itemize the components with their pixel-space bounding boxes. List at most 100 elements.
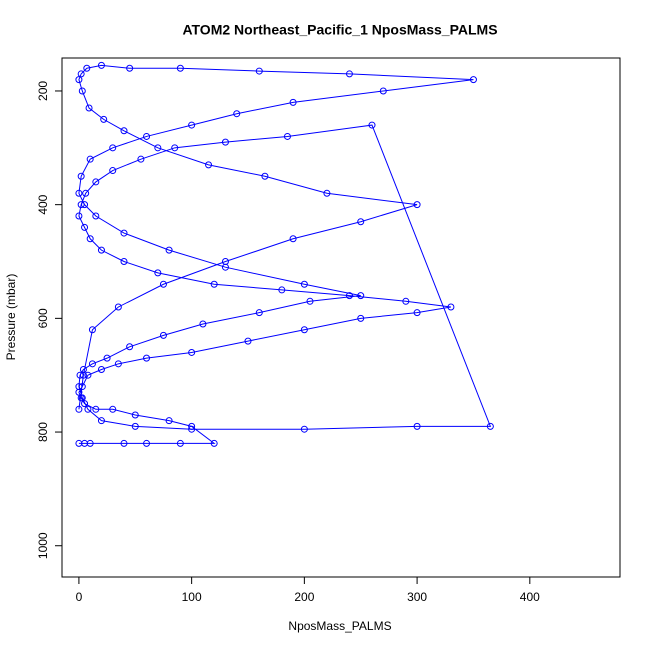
x-tick-label: 100	[182, 590, 202, 604]
data-point	[97, 366, 105, 374]
data-point	[77, 70, 85, 78]
data-point	[131, 411, 139, 419]
data-point	[368, 121, 376, 129]
data-point	[159, 331, 167, 339]
data-point	[300, 280, 308, 288]
data-point	[188, 422, 196, 430]
data-point	[188, 425, 196, 433]
data-point	[109, 167, 117, 175]
data-point	[120, 127, 128, 135]
data-point	[255, 309, 263, 317]
data-point	[103, 354, 111, 362]
data-point	[75, 76, 83, 84]
data-point	[357, 314, 365, 322]
data-point	[159, 280, 167, 288]
data-point	[233, 110, 241, 118]
data-point	[357, 292, 365, 300]
x-axis-label: NposMass_PALMS	[288, 619, 391, 633]
data-point	[165, 246, 173, 254]
data-point	[154, 144, 162, 152]
data-point	[114, 360, 122, 368]
data-point	[165, 417, 173, 425]
chart-title: ATOM2 Northeast_Pacific_1 NposMass_PALMS	[182, 22, 497, 38]
data-point	[92, 212, 100, 220]
data-point	[221, 138, 229, 146]
data-point	[413, 309, 421, 317]
data-point	[109, 405, 117, 413]
data-point	[255, 67, 263, 75]
x-tick-label: 200	[294, 590, 314, 604]
data-point	[78, 394, 86, 402]
x-tick-label: 400	[520, 590, 540, 604]
data-point	[88, 326, 96, 334]
y-tick-label: 200	[36, 81, 50, 101]
data-point	[92, 405, 100, 413]
y-tick-label: 600	[36, 308, 50, 328]
data-point	[86, 155, 94, 163]
data-point	[176, 439, 184, 447]
data-point	[97, 246, 105, 254]
data-point	[176, 64, 184, 72]
data-point	[126, 343, 134, 351]
data-point	[244, 337, 252, 345]
data-point	[120, 258, 128, 266]
data-point	[143, 354, 151, 362]
data-point	[188, 121, 196, 129]
data-point	[81, 223, 89, 231]
data-point	[100, 115, 108, 123]
data-point	[83, 64, 91, 72]
data-point	[379, 87, 387, 95]
data-point	[120, 229, 128, 237]
data-point	[97, 61, 105, 69]
y-axis-label: Pressure (mbar)	[4, 274, 18, 361]
data-point	[345, 70, 353, 78]
data-point	[278, 286, 286, 294]
data-point	[75, 212, 83, 220]
data-point	[114, 303, 122, 311]
data-point	[357, 218, 365, 226]
data-point	[210, 280, 218, 288]
data-point	[447, 303, 455, 311]
data-point	[92, 178, 100, 186]
data-point	[199, 320, 207, 328]
data-point	[78, 87, 86, 95]
data-point	[413, 422, 421, 430]
data-point	[76, 371, 84, 379]
data-point	[283, 132, 291, 140]
data-point	[306, 297, 314, 305]
data-point	[81, 201, 89, 209]
data-point	[289, 235, 297, 243]
y-tick-label: 400	[36, 194, 50, 214]
data-point	[86, 439, 94, 447]
data-point	[137, 155, 145, 163]
data-point	[345, 292, 353, 300]
data-point	[77, 201, 85, 209]
data-point	[84, 405, 92, 413]
x-tick-label: 0	[76, 590, 83, 604]
data-point	[75, 189, 83, 197]
data-point	[75, 405, 83, 413]
data-point	[289, 98, 297, 106]
data-point	[300, 425, 308, 433]
y-tick-label: 800	[36, 422, 50, 442]
data-point	[261, 172, 269, 180]
data-point	[120, 439, 128, 447]
data-point	[85, 104, 93, 112]
y-tick-label: 1000	[36, 532, 50, 559]
data-point	[88, 360, 96, 368]
data-point	[210, 439, 218, 447]
data-point	[323, 189, 331, 197]
data-point	[221, 258, 229, 266]
data-point	[188, 348, 196, 356]
x-tick-label: 300	[407, 590, 427, 604]
data-point	[131, 422, 139, 430]
data-point	[109, 144, 117, 152]
data-point	[81, 400, 89, 408]
series-line	[78, 64, 492, 444]
data-point	[75, 383, 83, 391]
data-point	[171, 144, 179, 152]
data-point	[402, 297, 410, 305]
data-point	[300, 326, 308, 334]
data-point	[126, 64, 134, 72]
